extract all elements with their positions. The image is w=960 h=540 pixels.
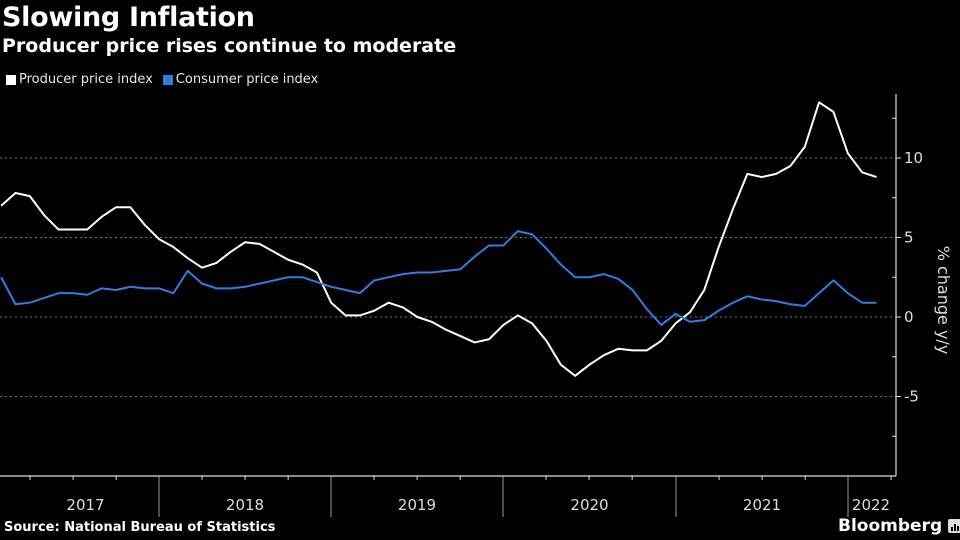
bloomberg-logo: Bloomberg bbox=[838, 516, 960, 536]
x-tick-label: 2022 bbox=[852, 496, 890, 514]
y-tick-label: -5 bbox=[904, 388, 919, 406]
chart-title: Slowing Inflation bbox=[2, 2, 255, 33]
x-tick-label: 2020 bbox=[570, 496, 608, 514]
legend-swatch-ppi bbox=[6, 74, 16, 85]
y-axis-label: % change y/y bbox=[934, 246, 953, 355]
x-tick-label: 2017 bbox=[66, 496, 104, 514]
brand-label: Bloomberg bbox=[838, 516, 943, 536]
x-tick-label: 2018 bbox=[226, 496, 264, 514]
legend-label-ppi: Producer price index bbox=[19, 72, 153, 87]
legend-item-cpi: Consumer price index bbox=[162, 72, 319, 87]
y-tick-label: 5 bbox=[904, 229, 914, 247]
series-lines bbox=[0, 101, 877, 377]
gridlines bbox=[0, 157, 896, 397]
y-tick-label: 10 bbox=[904, 149, 923, 167]
series-line-ppi bbox=[0, 101, 877, 377]
bloomberg-chart-icon bbox=[948, 519, 960, 533]
legend: Producer price index Consumer price inde… bbox=[6, 72, 318, 87]
source-note: Source: National Bureau of Statistics bbox=[4, 520, 276, 535]
chart-subtitle: Producer price rises continue to moderat… bbox=[2, 35, 457, 57]
y-tick-label: 0 bbox=[904, 308, 914, 326]
x-tick-label: 2021 bbox=[743, 496, 781, 514]
legend-label-cpi: Consumer price index bbox=[175, 72, 319, 87]
x-tick-label: 2019 bbox=[398, 496, 436, 514]
legend-item-ppi: Producer price index bbox=[6, 72, 153, 87]
axis-labels: 10 5 0 -5 2017 2018 2019 2020 2021 2022 bbox=[66, 149, 923, 514]
legend-swatch-cpi bbox=[162, 74, 173, 85]
series-line-cpi bbox=[0, 230, 877, 326]
axes bbox=[0, 94, 901, 517]
